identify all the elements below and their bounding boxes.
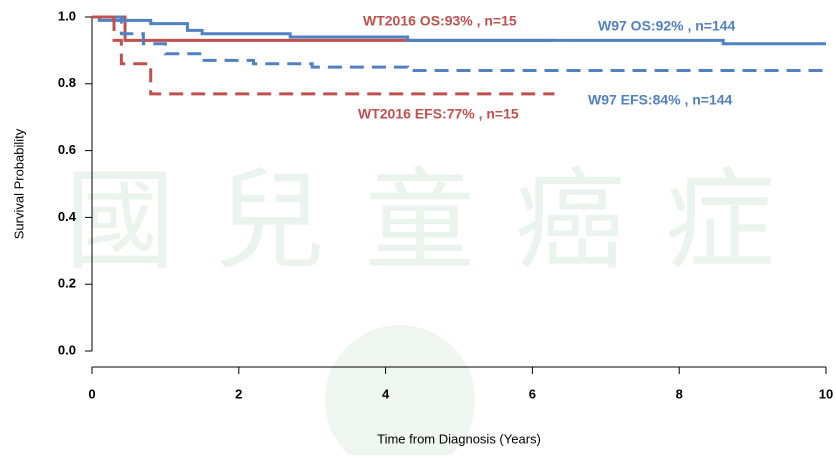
watermark-logo — [325, 325, 475, 460]
y-axis-label: Survival Probability — [11, 128, 26, 239]
x-tick-label: 10 — [819, 386, 833, 401]
x-axis-label: Time from Diagnosis (Years) — [377, 431, 541, 446]
series-label: W97 OS:92% , n=144 — [598, 18, 736, 34]
x-tick-label: 4 — [382, 386, 390, 401]
y-tick-label: 0.2 — [58, 276, 76, 291]
series-label: W97 EFS:84% , n=144 — [588, 92, 733, 108]
series-label: WT2016 OS:93% , n=15 — [363, 13, 517, 29]
y-tick-label: 0.6 — [58, 142, 76, 157]
watermark: 國兒童癌症 — [65, 160, 815, 283]
x-tick-label: 2 — [235, 386, 242, 401]
survival-curve — [92, 15, 826, 72]
survival-curve — [92, 15, 826, 46]
series-label: WT2016 EFS:77% , n=15 — [358, 106, 519, 122]
x-tick-label: 0 — [88, 386, 95, 401]
y-tick-label: 0.8 — [58, 75, 76, 90]
y-tick-label: 0.4 — [58, 209, 77, 224]
x-tick-label: 8 — [676, 386, 683, 401]
y-tick-label: 1.0 — [58, 8, 76, 23]
survival-curve — [92, 15, 555, 42]
y-tick-label: 0.0 — [58, 342, 76, 357]
survival-curve — [92, 15, 555, 96]
x-tick-label: 6 — [529, 386, 536, 401]
